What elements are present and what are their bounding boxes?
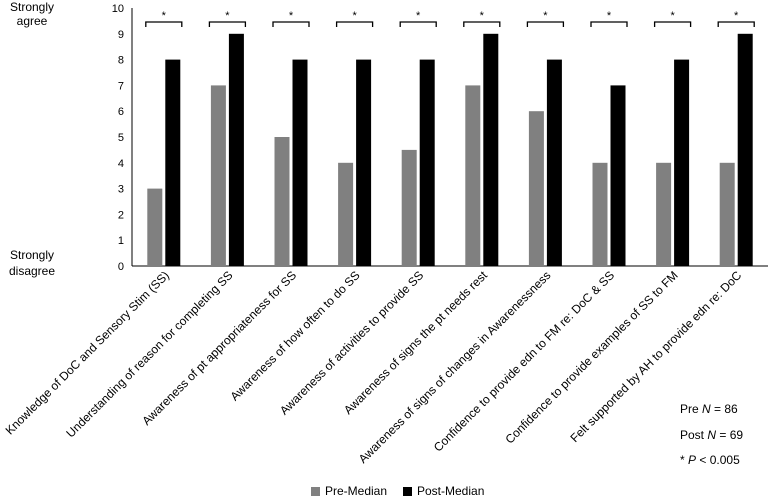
p-value-value: < 0.005 <box>696 453 740 467</box>
significance-star: * <box>607 10 612 22</box>
legend-label-pre: Pre-Median <box>325 484 388 498</box>
bar-post-median <box>165 59 181 266</box>
significance-star: * <box>670 10 675 22</box>
category-labels: Knowledge of DoC and Sensory Stim (SS)Un… <box>3 268 745 466</box>
post-n-prefix: Post <box>680 428 708 442</box>
significance-bracket <box>653 21 692 27</box>
chart-bars <box>147 33 753 267</box>
significance-star: * <box>416 10 421 22</box>
bar-post-median <box>737 33 753 266</box>
legend-item-post: Post-Median <box>403 484 484 498</box>
significance-brackets: * * * * * * * * * * <box>145 10 755 27</box>
y-tick-label: 1 <box>118 235 124 247</box>
bar-post-median <box>419 59 435 266</box>
bar-post-median <box>356 59 372 266</box>
significance-bracket <box>463 21 501 27</box>
bar-post-median <box>483 33 499 266</box>
y-tick-label: 0 <box>118 261 124 273</box>
bar-post-median <box>292 59 308 266</box>
y-axis-ticks: 0 1 2 3 4 5 6 7 8 9 10 <box>112 3 124 273</box>
significance-bracket <box>335 21 374 27</box>
significance-bracket <box>399 21 437 27</box>
significance-star: * <box>352 10 357 22</box>
bar-post-median <box>674 59 690 266</box>
bar-pre-median <box>528 111 544 266</box>
bar-pre-median <box>401 149 417 266</box>
pre-n-value: = 86 <box>710 402 738 416</box>
legend-label-post: Post-Median <box>417 484 485 498</box>
y-tick-label: 10 <box>112 3 124 15</box>
p-value-note: * P < 0.005 <box>680 453 740 467</box>
pre-n-prefix: Pre <box>680 402 703 416</box>
p-value-symbol: P <box>688 453 697 467</box>
chart-axes <box>131 8 768 267</box>
p-value-prefix: * <box>680 453 689 467</box>
bar-pre-median <box>656 162 672 266</box>
bar-post-median <box>546 59 562 266</box>
y-tick-label: 8 <box>118 55 124 67</box>
bar-pre-median <box>338 162 354 266</box>
bar-pre-median <box>592 162 608 266</box>
x-category-label: Awareness of signs the pt needs rest <box>341 268 490 417</box>
y-tick-label: 7 <box>118 80 124 92</box>
bar-pre-median <box>210 85 226 267</box>
significance-star: * <box>480 10 485 22</box>
significance-star: * <box>162 10 167 22</box>
y-top-label-line2: agree <box>17 14 48 28</box>
x-category-label: Awareness of how often to do SS <box>227 268 362 403</box>
legend-swatch-pre <box>311 486 320 496</box>
bar-post-median <box>610 85 626 267</box>
y-tick-label: 6 <box>118 106 124 118</box>
significance-star: * <box>289 10 294 22</box>
legend-item-pre: Pre-Median <box>311 484 387 498</box>
x-category-label: Awareness of activities to provide SS <box>277 268 426 417</box>
y-tick-label: 5 <box>118 132 124 144</box>
legend-swatch-post <box>403 486 412 496</box>
significance-star: * <box>225 10 230 22</box>
bar-pre-median <box>147 188 163 266</box>
significance-bracket <box>145 21 183 27</box>
bar-pre-median <box>274 137 290 266</box>
y-tick-label: 4 <box>118 158 124 170</box>
y-top-label-line1: Strongly <box>10 0 54 14</box>
significance-star: * <box>734 10 739 22</box>
post-n-note: Post N = 69 <box>680 428 743 442</box>
pre-n-symbol: N <box>702 402 711 416</box>
y-bottom-label-line2: disagree <box>9 264 55 278</box>
post-n-value: = 69 <box>716 428 744 442</box>
bar-post-median <box>228 33 244 266</box>
significance-bracket <box>526 21 565 27</box>
significance-bracket <box>208 21 247 27</box>
pre-n-note: Pre N = 86 <box>680 402 738 416</box>
significance-bracket <box>272 21 310 27</box>
significance-star: * <box>543 10 548 22</box>
y-tick-label: 9 <box>118 29 124 41</box>
y-tick-label: 3 <box>118 184 124 196</box>
y-tick-label: 2 <box>118 209 124 221</box>
significance-bracket <box>717 21 755 27</box>
bar-pre-median <box>465 85 481 267</box>
post-n-symbol: N <box>707 428 717 442</box>
y-bottom-label-line1: Strongly <box>10 248 54 262</box>
bar-pre-median <box>719 162 735 266</box>
significance-bracket <box>590 21 628 27</box>
